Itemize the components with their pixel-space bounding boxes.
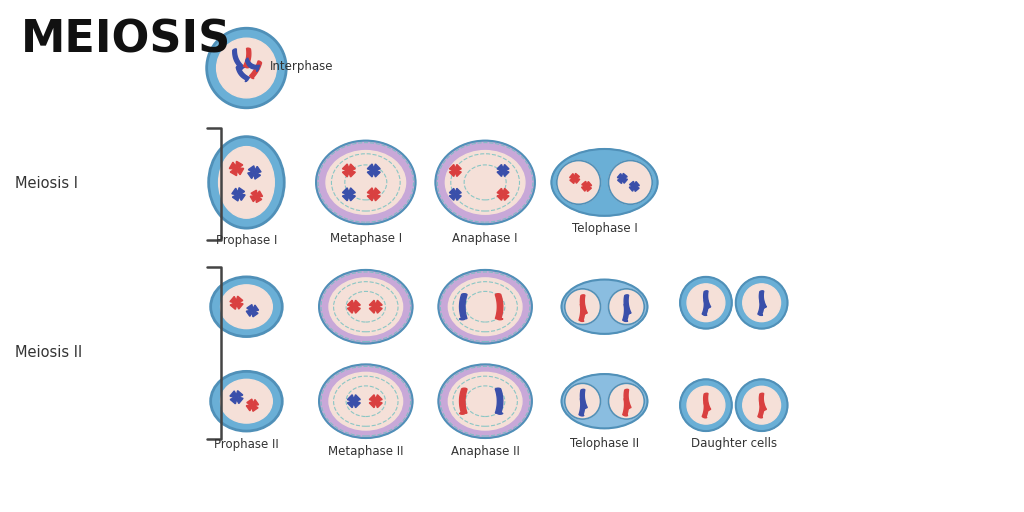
Polygon shape	[370, 395, 382, 408]
Polygon shape	[497, 164, 509, 177]
Polygon shape	[244, 48, 251, 68]
Ellipse shape	[561, 374, 647, 429]
Ellipse shape	[445, 151, 525, 214]
Polygon shape	[579, 398, 585, 416]
Polygon shape	[347, 300, 360, 313]
Ellipse shape	[319, 270, 413, 344]
Polygon shape	[581, 389, 588, 409]
Ellipse shape	[329, 372, 402, 430]
Polygon shape	[250, 190, 262, 202]
Polygon shape	[496, 388, 503, 414]
Ellipse shape	[319, 365, 413, 438]
Circle shape	[736, 379, 787, 431]
Polygon shape	[702, 402, 708, 418]
Text: Interphase: Interphase	[269, 60, 333, 73]
Circle shape	[680, 379, 732, 431]
Ellipse shape	[561, 280, 647, 334]
Polygon shape	[625, 389, 631, 409]
Text: Anaphase I: Anaphase I	[453, 232, 518, 245]
Text: Meiosis II: Meiosis II	[14, 346, 82, 360]
Circle shape	[207, 28, 287, 108]
Ellipse shape	[449, 372, 522, 430]
Circle shape	[564, 383, 600, 419]
Text: Anaphase II: Anaphase II	[451, 445, 519, 458]
Polygon shape	[248, 166, 261, 179]
Circle shape	[742, 284, 780, 322]
Circle shape	[680, 277, 732, 329]
Text: Metaphase I: Metaphase I	[330, 232, 401, 245]
Ellipse shape	[211, 277, 283, 336]
Circle shape	[736, 277, 787, 329]
Polygon shape	[758, 402, 764, 418]
Polygon shape	[703, 393, 711, 411]
Polygon shape	[229, 161, 244, 176]
Circle shape	[608, 161, 652, 204]
Polygon shape	[342, 164, 355, 177]
Circle shape	[608, 383, 644, 419]
Ellipse shape	[220, 379, 272, 423]
Text: Telophase II: Telophase II	[570, 437, 639, 450]
Circle shape	[557, 161, 600, 204]
Circle shape	[742, 386, 780, 424]
Polygon shape	[760, 393, 766, 411]
Polygon shape	[623, 398, 629, 416]
Circle shape	[608, 289, 644, 325]
Circle shape	[217, 38, 276, 98]
Text: MEIOSIS: MEIOSIS	[20, 18, 231, 61]
Polygon shape	[347, 395, 360, 408]
Ellipse shape	[438, 365, 531, 438]
Circle shape	[687, 284, 725, 322]
Polygon shape	[231, 188, 245, 201]
Polygon shape	[703, 291, 711, 308]
Ellipse shape	[220, 285, 272, 329]
Polygon shape	[232, 49, 245, 70]
Polygon shape	[246, 305, 259, 317]
Polygon shape	[581, 295, 588, 314]
Polygon shape	[702, 300, 708, 315]
Ellipse shape	[218, 146, 274, 218]
Polygon shape	[230, 296, 243, 309]
Text: Telophase I: Telophase I	[571, 222, 637, 235]
Text: Metaphase II: Metaphase II	[328, 445, 403, 458]
Text: Daughter cells: Daughter cells	[691, 437, 777, 450]
Ellipse shape	[329, 278, 402, 335]
Polygon shape	[579, 304, 585, 322]
Polygon shape	[230, 391, 243, 404]
Ellipse shape	[438, 270, 531, 344]
Polygon shape	[460, 388, 467, 414]
Polygon shape	[450, 188, 461, 200]
Polygon shape	[342, 188, 355, 201]
Polygon shape	[758, 300, 764, 315]
Text: Meiosis I: Meiosis I	[14, 177, 78, 191]
Ellipse shape	[449, 278, 522, 335]
Polygon shape	[569, 174, 580, 183]
Polygon shape	[623, 304, 629, 322]
Polygon shape	[250, 61, 261, 78]
Ellipse shape	[316, 141, 416, 224]
Ellipse shape	[326, 151, 406, 214]
Polygon shape	[582, 181, 592, 191]
Ellipse shape	[209, 137, 285, 228]
Polygon shape	[368, 188, 380, 201]
Polygon shape	[625, 295, 631, 314]
Polygon shape	[368, 164, 380, 177]
Text: Prophase II: Prophase II	[214, 438, 279, 451]
Ellipse shape	[552, 149, 657, 216]
Polygon shape	[237, 65, 250, 81]
Polygon shape	[496, 294, 503, 320]
Polygon shape	[370, 300, 382, 313]
Polygon shape	[617, 174, 628, 183]
Circle shape	[687, 386, 725, 424]
Text: Prophase I: Prophase I	[216, 234, 278, 247]
Polygon shape	[246, 58, 260, 71]
Ellipse shape	[435, 141, 535, 224]
Polygon shape	[497, 188, 509, 200]
Polygon shape	[760, 291, 766, 308]
Ellipse shape	[211, 371, 283, 431]
Polygon shape	[246, 399, 259, 411]
Circle shape	[564, 289, 600, 325]
Polygon shape	[630, 181, 639, 191]
Polygon shape	[460, 294, 467, 320]
Polygon shape	[450, 164, 461, 177]
